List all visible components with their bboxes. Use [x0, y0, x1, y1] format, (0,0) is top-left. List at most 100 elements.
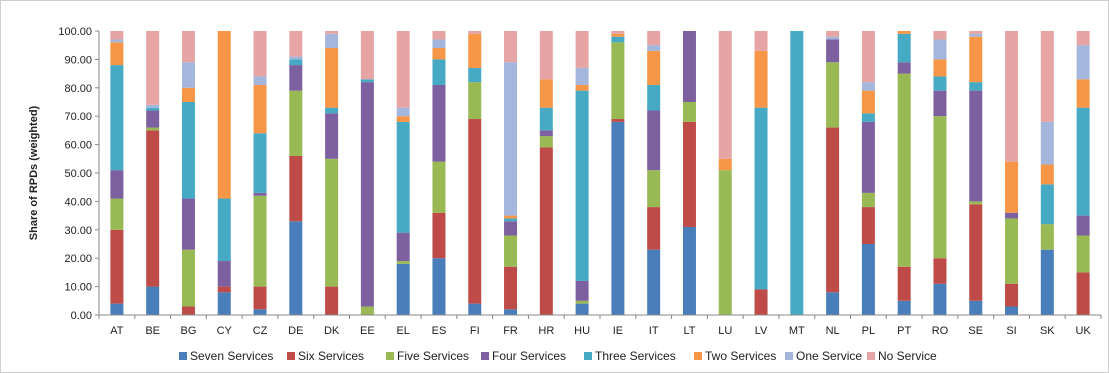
- x-tick-label-dk: DK: [324, 325, 340, 337]
- x-tick-label-bg: BG: [181, 325, 197, 337]
- bar-segment-fi-s4: [468, 67, 482, 83]
- bar-segment-ro-s0: [933, 283, 947, 315]
- bar-segment-ie-s4: [611, 36, 625, 43]
- x-tick-label-fr: FR: [503, 325, 518, 337]
- bar-segment-fi-s5: [468, 33, 482, 68]
- bar-segment-cz-s5: [253, 84, 267, 134]
- bar-segment-pl-s4: [861, 113, 875, 122]
- bar-segment-hr-s5: [539, 79, 553, 108]
- bar-segment-nl-s1: [826, 127, 840, 293]
- bar-segment-it-s3: [647, 110, 661, 171]
- x-tick-label-el: EL: [396, 325, 409, 337]
- bar-segment-pt-s3: [897, 62, 911, 74]
- bar-segment-se-s3: [969, 90, 983, 202]
- bar-segment-lu-s5: [718, 158, 732, 171]
- axes-layer: [98, 31, 1101, 316]
- x-tick-label-cz: CZ: [253, 325, 268, 337]
- bar-segment-de-s1: [289, 155, 303, 222]
- bar-segment-pl-s2: [861, 192, 875, 208]
- bar-segment-lt-s3: [682, 31, 696, 102]
- bar-segment-es-s1: [432, 212, 446, 259]
- y-tick-label: 10.00: [64, 282, 92, 294]
- bar-segment-it-s0: [647, 249, 661, 315]
- bar-segment-el-s2: [396, 261, 410, 264]
- bar-segment-be-s2: [146, 127, 160, 131]
- x-tick-label-pl: PL: [862, 325, 875, 337]
- bar-segment-dk-s7: [325, 31, 339, 34]
- bar-segment-pl-s6: [861, 82, 875, 91]
- bar-segment-dk-s1: [325, 286, 339, 315]
- bar-segment-se-s0: [969, 300, 983, 315]
- bar-segment-ro-s2: [933, 116, 947, 259]
- bar-segment-sk-s7: [1040, 31, 1054, 122]
- bar-segment-se-s5: [969, 36, 983, 83]
- bar-segment-cz-s1: [253, 286, 267, 310]
- bar-segment-lt-s0: [682, 226, 696, 315]
- bar-segment-el-s6: [396, 107, 410, 117]
- bar-segment-pl-s3: [861, 121, 875, 193]
- bar-segment-at-s3: [110, 170, 124, 199]
- bar-segment-el-s7: [396, 31, 410, 108]
- bar-segment-el-s4: [396, 121, 410, 233]
- bar-segment-it-s5: [647, 50, 661, 85]
- y-tick-label: 100.00: [58, 26, 92, 38]
- bar-segment-hu-s2: [575, 300, 589, 304]
- bar-segment-fi-s2: [468, 82, 482, 120]
- y-tick-label: 50.00: [64, 168, 92, 180]
- bar-segment-pl-s7: [861, 31, 875, 83]
- bar-segment-lu-s2: [718, 170, 732, 315]
- bar-segment-ee-s3: [360, 82, 374, 307]
- bar-segment-mt-s4: [790, 31, 804, 315]
- bar-segment-se-s2: [969, 201, 983, 205]
- bar-segment-ro-s5: [933, 59, 947, 77]
- legend-label-s5: Two Services: [705, 349, 776, 363]
- bar-segment-cy-s3: [217, 261, 231, 287]
- bar-segment-bg-s6: [181, 62, 195, 88]
- bar-segment-bg-s4: [181, 102, 195, 199]
- bar-segment-sk-s0: [1040, 249, 1054, 315]
- bar-segment-cy-s0: [217, 292, 231, 315]
- bar-segment-uk-s5: [1076, 79, 1090, 108]
- bar-segment-at-s6: [110, 39, 124, 43]
- bar-segment-fr-s2: [504, 235, 518, 267]
- bar-segment-fi-s7: [468, 31, 482, 34]
- bar-segment-fr-s1: [504, 266, 518, 310]
- bar-segment-fr-s4: [504, 218, 518, 222]
- bar-segment-uk-s2: [1076, 235, 1090, 273]
- bar-segment-fr-s3: [504, 221, 518, 236]
- bar-segment-cz-s4: [253, 133, 267, 193]
- bar-segment-dk-s6: [325, 33, 339, 49]
- bar-segment-dk-s5: [325, 48, 339, 108]
- bar-segment-si-s1: [1005, 283, 1019, 307]
- bar-segment-de-s3: [289, 65, 303, 91]
- bar-segment-cz-s3: [253, 192, 267, 196]
- bar-segment-cy-s5: [217, 31, 231, 199]
- bar-segment-hu-s7: [575, 31, 589, 68]
- bar-segment-es-s6: [432, 39, 446, 49]
- bar-segment-bg-s3: [181, 198, 195, 250]
- bar-segment-be-s1: [146, 130, 160, 287]
- bar-segment-es-s5: [432, 48, 446, 60]
- y-axis-label: Share of RPDs (weighted): [28, 105, 40, 240]
- bar-segment-el-s3: [396, 232, 410, 262]
- bar-segment-hr-s3: [539, 130, 553, 137]
- x-tick-label-mt: MT: [789, 325, 805, 337]
- bar-segment-es-s7: [432, 31, 446, 40]
- x-tick-label-hr: HR: [538, 325, 554, 337]
- bar-segment-lt-s1: [682, 121, 696, 227]
- bar-segment-lv-s4: [754, 107, 768, 290]
- bar-segment-hr-s2: [539, 136, 553, 148]
- legend-label-s1: Six Services: [298, 349, 364, 363]
- x-tick-label-fi: FI: [470, 325, 480, 337]
- bar-segment-ie-s7: [611, 31, 625, 34]
- bar-segment-hu-s4: [575, 90, 589, 281]
- bar-segment-ie-s5: [611, 33, 625, 37]
- y-tick-label: 80.00: [64, 83, 92, 95]
- legend-swatch-s7: [867, 352, 875, 360]
- bar-segment-be-s6: [146, 104, 160, 108]
- x-tick-label-hu: HU: [574, 325, 590, 337]
- bar-segment-at-s7: [110, 31, 124, 40]
- bar-segment-es-s2: [432, 161, 446, 213]
- bar-segment-pt-s0: [897, 300, 911, 315]
- legend-label-s6: One Service: [796, 349, 862, 363]
